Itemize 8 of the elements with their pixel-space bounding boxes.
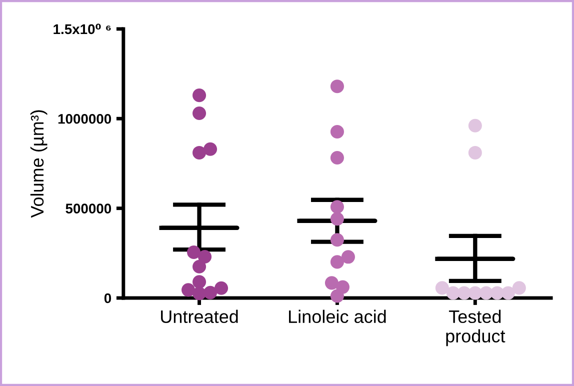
y-tick-label: 0 <box>104 293 112 304</box>
x-tick-label: Untreated <box>161 310 238 324</box>
y-tick-label: 1.5x10⁰ ⁶ <box>54 24 111 34</box>
x-tick-label: Linoleic acid <box>289 310 386 324</box>
y-tick-label: 1000000 <box>58 114 112 124</box>
x-tick-label: Tested product <box>446 310 506 346</box>
y-tick-label: 500000 <box>66 204 112 214</box>
y-axis-title: Volume (µm³) <box>30 110 48 218</box>
